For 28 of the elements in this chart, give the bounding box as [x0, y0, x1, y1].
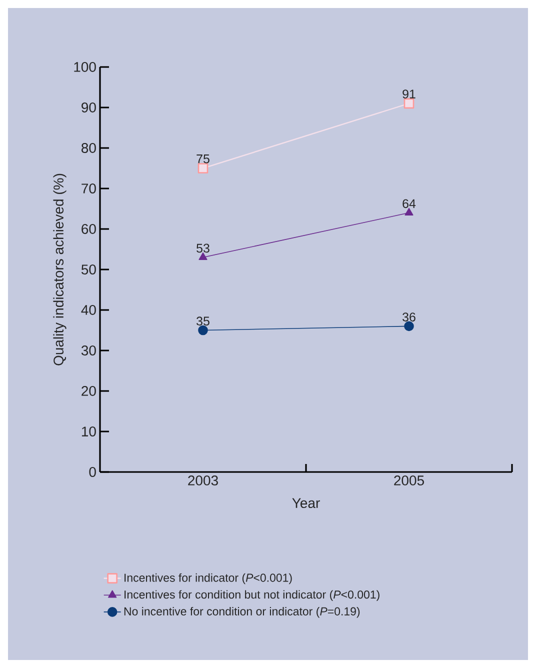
legend-label: Incentives for condition but not indicator (P<0.001): [124, 590, 380, 601]
y-tick-label: 90: [82, 102, 96, 112]
data-label: 53: [196, 244, 210, 253]
data-label: 75: [196, 154, 210, 164]
y-tick-label: 60: [82, 224, 96, 234]
y-tick-label: 20: [82, 386, 96, 396]
y-tick-label: 70: [82, 184, 96, 194]
y-axis-title: Quality indicators achieved (%): [53, 174, 66, 366]
x-tick-label: 2003: [188, 476, 218, 486]
legend-label: No incentive for condition or indicator (P=0.19): [124, 607, 360, 618]
data-label: 35: [196, 316, 210, 326]
y-tick-label: 80: [82, 143, 96, 153]
point: [198, 325, 208, 336]
y-tick-label: 50: [81, 264, 96, 274]
data-label: 91: [402, 90, 416, 98]
data-label: 64: [402, 199, 416, 208]
y-tick-label: 40: [81, 305, 96, 315]
point: [404, 321, 414, 332]
y-tick-label: 100: [74, 62, 96, 72]
x-axis-title: Year: [292, 498, 320, 508]
y-tick-label: 10: [82, 426, 96, 436]
y-tick-label: 30: [81, 346, 96, 356]
legend-label: Incentives for indicator (P<0.001): [124, 573, 292, 584]
point: [404, 98, 414, 109]
x-tick-label: 2005: [394, 476, 424, 486]
y-tick-label: 0: [89, 467, 96, 477]
point: [198, 163, 208, 174]
data-label: 36: [402, 312, 416, 322]
